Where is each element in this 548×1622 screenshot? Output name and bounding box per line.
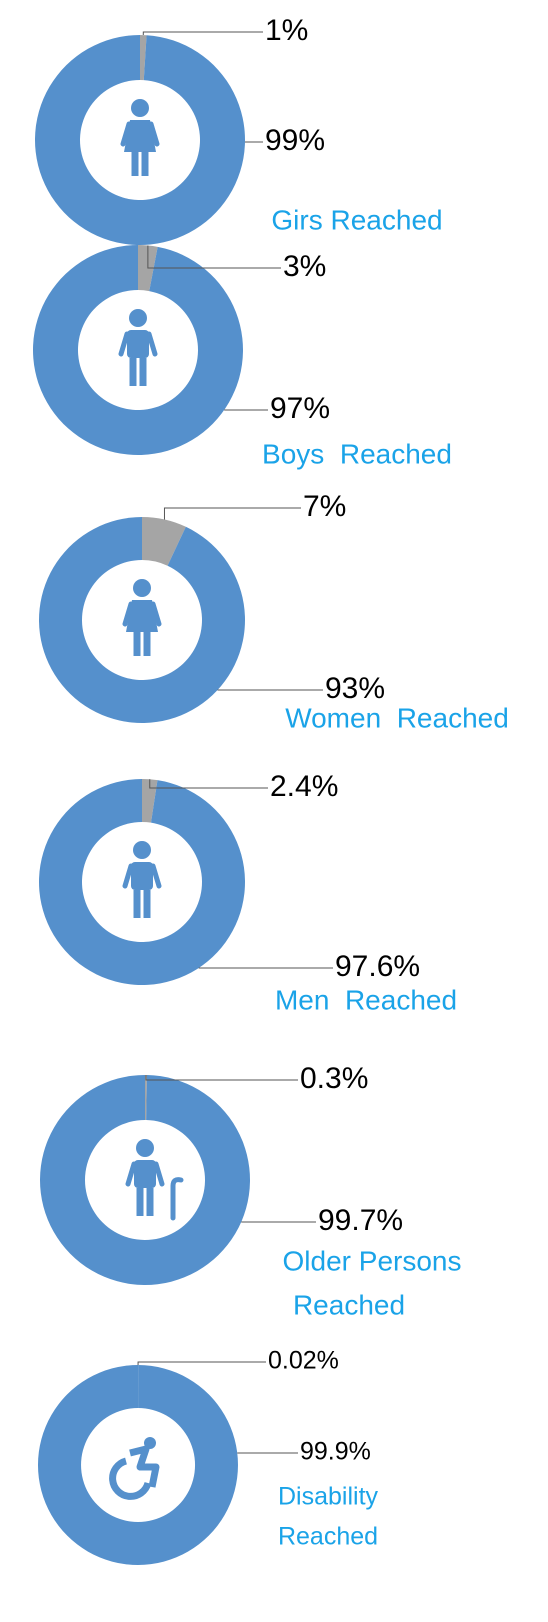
donut-slice xyxy=(39,517,246,723)
icon xyxy=(136,1188,154,1216)
icon xyxy=(127,330,149,358)
data-label: 7% xyxy=(303,490,346,523)
icon xyxy=(131,148,149,176)
chart-title: Girs Reached xyxy=(271,204,442,235)
leader-line xyxy=(145,1075,298,1081)
icon xyxy=(126,600,158,632)
icon xyxy=(129,309,147,327)
leader-line xyxy=(142,31,263,36)
leader-line xyxy=(147,245,281,269)
chart-title: Reached xyxy=(278,1523,378,1551)
icon xyxy=(133,579,151,597)
leader-line xyxy=(137,1361,266,1365)
donut-slice xyxy=(34,35,245,245)
icon xyxy=(133,890,151,918)
data-label: 0.02% xyxy=(268,1347,339,1375)
donut-slice xyxy=(39,1075,250,1285)
icon xyxy=(129,358,147,386)
icon xyxy=(120,121,160,147)
icon xyxy=(118,331,158,357)
icon xyxy=(134,1160,156,1188)
data-label: 93% xyxy=(325,672,385,705)
icon xyxy=(131,862,153,890)
data-label: 99.7% xyxy=(318,1204,403,1237)
data-label: 97.6% xyxy=(335,950,420,983)
icon xyxy=(125,1161,165,1187)
chart-title: Reached xyxy=(293,1289,405,1320)
leader-line xyxy=(163,507,301,520)
data-label: 99% xyxy=(265,124,325,157)
donut-slice xyxy=(145,1075,147,1121)
data-label: 99.9% xyxy=(300,1438,371,1466)
icon xyxy=(133,628,151,656)
icon xyxy=(136,1139,154,1157)
donut-slice xyxy=(142,517,186,566)
leader-line xyxy=(149,779,268,789)
data-label: 0.3% xyxy=(300,1062,368,1095)
icon xyxy=(133,841,151,859)
data-label: 97% xyxy=(270,392,330,425)
donut-slice xyxy=(140,35,147,81)
chart-title: Disability xyxy=(278,1483,379,1511)
icon xyxy=(122,863,162,889)
data-label: 1% xyxy=(265,14,308,47)
icon xyxy=(124,120,156,152)
icon xyxy=(129,1445,160,1488)
chart-title: Older Persons xyxy=(283,1245,462,1276)
chart-title: Boys Reached xyxy=(262,438,452,469)
data-label: 3% xyxy=(283,250,326,283)
data-label: 2.4% xyxy=(270,770,338,803)
chart-title: Women Reached xyxy=(285,702,509,733)
icon xyxy=(131,99,149,117)
donut-slice xyxy=(39,779,245,985)
icon xyxy=(109,1457,152,1500)
icon xyxy=(122,601,162,627)
donut-slice xyxy=(33,245,244,456)
chart-title: Men Reached xyxy=(275,984,457,1015)
icon xyxy=(170,1177,184,1221)
donut-slice xyxy=(37,1365,238,1565)
donut-slice xyxy=(142,779,158,823)
